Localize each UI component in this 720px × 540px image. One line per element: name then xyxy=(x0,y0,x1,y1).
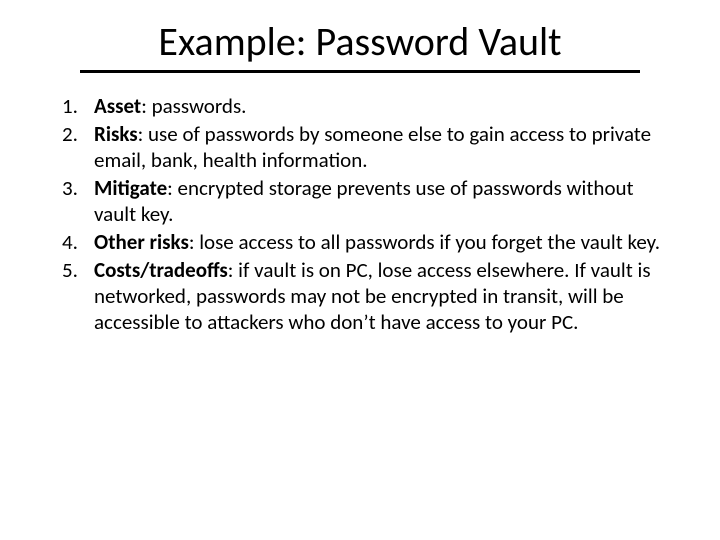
title-block: Example: Password Vault xyxy=(80,20,640,73)
numbered-list: Asset: passwords. Risks: use of password… xyxy=(40,93,680,335)
item-text: : use of passwords by someone else to ga… xyxy=(94,121,651,173)
item-label: Mitigate xyxy=(94,175,167,201)
list-item: Mitigate: encrypted storage prevents use… xyxy=(94,175,670,227)
list-item: Other risks: lose access to all password… xyxy=(94,229,670,255)
slide-title: Example: Password Vault xyxy=(80,20,640,68)
item-text: : encrypted storage prevents use of pass… xyxy=(94,175,634,227)
item-text: : passwords. xyxy=(141,93,246,119)
item-label: Asset xyxy=(94,93,141,119)
item-label: Risks xyxy=(94,121,138,147)
list-item: Costs/tradeoffs: if vault is on PC, lose… xyxy=(94,257,670,335)
item-text: : lose access to all passwords if you fo… xyxy=(189,229,660,255)
slide: Example: Password Vault Asset: passwords… xyxy=(0,0,720,540)
item-label: Costs/tradeoffs xyxy=(94,257,228,283)
item-label: Other risks xyxy=(94,229,189,255)
list-item: Risks: use of passwords by someone else … xyxy=(94,121,670,173)
list-item: Asset: passwords. xyxy=(94,93,670,119)
title-underline xyxy=(80,70,640,73)
